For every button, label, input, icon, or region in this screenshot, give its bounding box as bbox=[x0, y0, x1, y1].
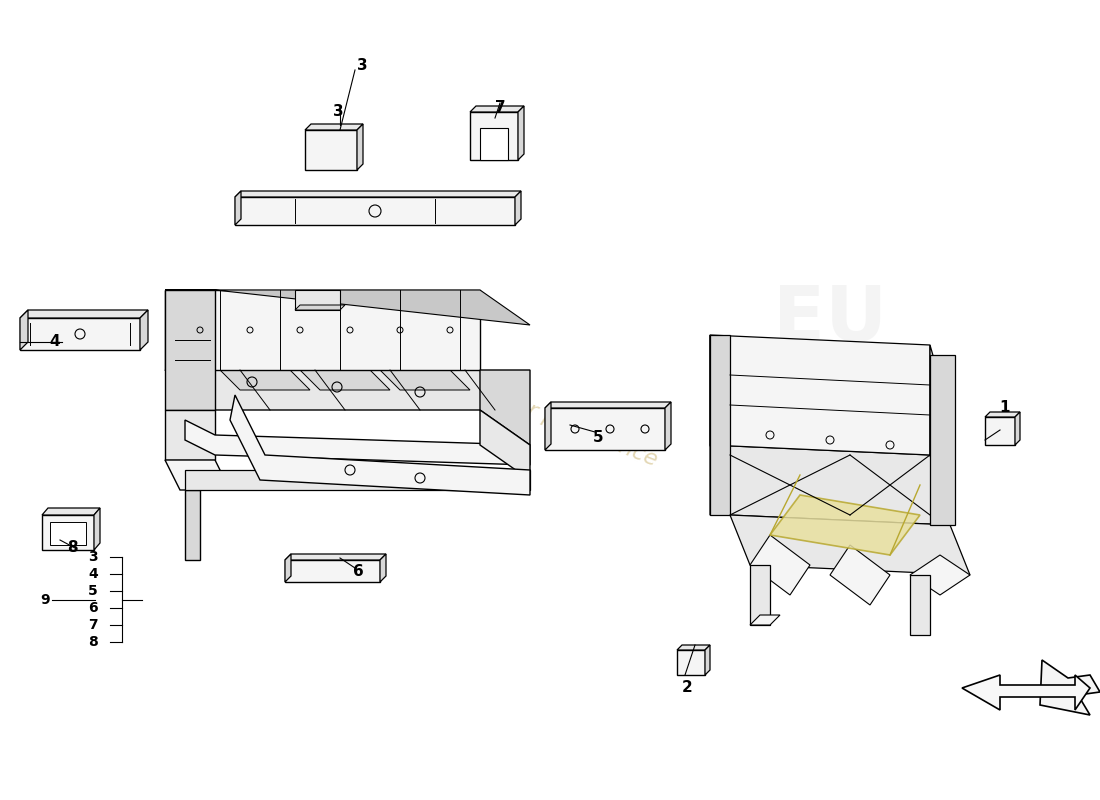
Text: 8: 8 bbox=[67, 541, 77, 555]
Text: 5: 5 bbox=[593, 430, 603, 446]
Text: 3: 3 bbox=[332, 105, 343, 119]
Polygon shape bbox=[358, 124, 363, 170]
Text: 6: 6 bbox=[88, 601, 98, 615]
Polygon shape bbox=[830, 545, 890, 605]
Polygon shape bbox=[165, 410, 214, 460]
Polygon shape bbox=[185, 490, 200, 560]
Polygon shape bbox=[165, 290, 480, 370]
Polygon shape bbox=[1040, 660, 1100, 715]
Polygon shape bbox=[295, 305, 345, 310]
Polygon shape bbox=[518, 106, 524, 160]
Polygon shape bbox=[710, 335, 930, 455]
Polygon shape bbox=[295, 290, 340, 310]
Polygon shape bbox=[705, 645, 710, 675]
Polygon shape bbox=[750, 535, 810, 595]
Polygon shape bbox=[379, 554, 386, 582]
Polygon shape bbox=[544, 408, 666, 450]
Polygon shape bbox=[750, 565, 770, 625]
Polygon shape bbox=[910, 555, 970, 595]
Text: 3: 3 bbox=[88, 550, 98, 564]
Text: 4: 4 bbox=[88, 567, 98, 581]
Polygon shape bbox=[20, 318, 140, 350]
Polygon shape bbox=[305, 130, 358, 170]
Polygon shape bbox=[285, 554, 386, 560]
Text: EU: EU bbox=[773, 283, 887, 357]
Polygon shape bbox=[235, 191, 241, 225]
Polygon shape bbox=[480, 410, 530, 480]
Polygon shape bbox=[770, 495, 920, 555]
Text: 1: 1 bbox=[1000, 399, 1010, 414]
Polygon shape bbox=[235, 191, 521, 197]
Polygon shape bbox=[165, 460, 230, 490]
Polygon shape bbox=[910, 575, 930, 635]
Text: 5: 5 bbox=[88, 584, 98, 598]
Polygon shape bbox=[710, 445, 950, 525]
Polygon shape bbox=[220, 370, 310, 390]
Text: 7: 7 bbox=[88, 618, 98, 632]
Polygon shape bbox=[20, 310, 28, 350]
Polygon shape bbox=[470, 112, 518, 160]
Text: 3: 3 bbox=[356, 58, 367, 73]
Text: 6: 6 bbox=[353, 565, 363, 579]
Text: 4: 4 bbox=[50, 334, 60, 350]
Text: 9: 9 bbox=[41, 593, 50, 606]
Polygon shape bbox=[666, 402, 671, 450]
Polygon shape bbox=[480, 370, 530, 445]
Polygon shape bbox=[305, 124, 363, 130]
Polygon shape bbox=[544, 402, 551, 450]
Polygon shape bbox=[165, 370, 530, 410]
Polygon shape bbox=[300, 370, 390, 390]
Text: 7: 7 bbox=[495, 99, 505, 114]
Polygon shape bbox=[185, 420, 530, 465]
Polygon shape bbox=[140, 310, 148, 350]
Polygon shape bbox=[984, 417, 1015, 445]
Polygon shape bbox=[544, 402, 671, 408]
Text: a passion for parts since: a passion for parts since bbox=[399, 350, 660, 470]
Polygon shape bbox=[20, 310, 148, 318]
Polygon shape bbox=[42, 508, 100, 515]
Polygon shape bbox=[285, 554, 292, 582]
Polygon shape bbox=[515, 191, 521, 225]
Polygon shape bbox=[962, 675, 1090, 710]
Polygon shape bbox=[285, 560, 380, 582]
Polygon shape bbox=[930, 345, 950, 525]
Polygon shape bbox=[984, 412, 1020, 417]
Polygon shape bbox=[94, 508, 100, 550]
Polygon shape bbox=[379, 370, 470, 390]
Polygon shape bbox=[230, 395, 530, 495]
Polygon shape bbox=[676, 645, 710, 650]
Polygon shape bbox=[930, 355, 955, 525]
Polygon shape bbox=[50, 522, 86, 545]
Polygon shape bbox=[42, 515, 94, 550]
Polygon shape bbox=[676, 650, 705, 675]
Polygon shape bbox=[480, 128, 508, 160]
Polygon shape bbox=[235, 197, 515, 225]
Polygon shape bbox=[165, 290, 530, 325]
Polygon shape bbox=[750, 615, 780, 625]
Polygon shape bbox=[730, 515, 970, 575]
Polygon shape bbox=[710, 335, 730, 515]
Text: 2: 2 bbox=[682, 681, 692, 695]
Polygon shape bbox=[710, 335, 730, 515]
Polygon shape bbox=[470, 106, 524, 112]
Polygon shape bbox=[185, 470, 530, 490]
Polygon shape bbox=[165, 290, 214, 410]
Polygon shape bbox=[1015, 412, 1020, 445]
Text: 8: 8 bbox=[88, 635, 98, 649]
